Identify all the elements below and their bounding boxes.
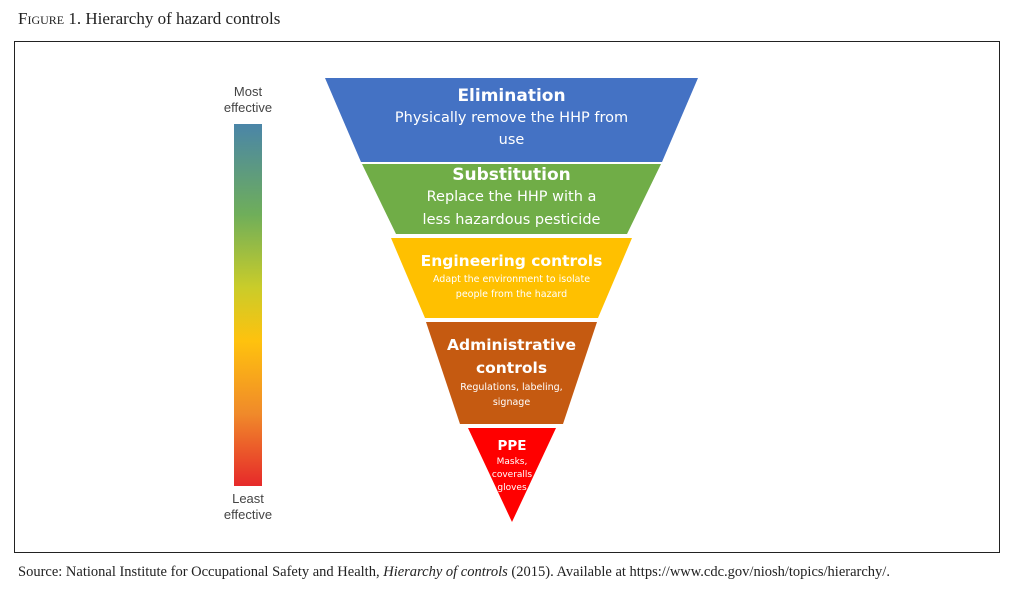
substitution-label: Substitution Replace the HHP with a less… <box>422 165 601 228</box>
ppe-label: PPE Masks, coveralls gloves <box>491 438 533 493</box>
administrative-controls-label: Administrative controls Regulations, lab… <box>447 336 576 408</box>
least-effective-label: Least effective <box>223 491 273 522</box>
most-effective-label: Most effective <box>223 84 273 115</box>
engineering-controls-label: Engineering controls Adapt the environme… <box>420 252 603 300</box>
figure-frame <box>14 41 1000 553</box>
substitution-band <box>362 164 661 234</box>
figure-title: Figure 1. Hierarchy of hazard controls <box>18 9 281 28</box>
source-note: Source: National Institute for Occupatio… <box>18 564 890 580</box>
ppe-band <box>468 428 556 522</box>
effectiveness-gradient-bar <box>234 124 262 486</box>
elimination-label: Elimination Physically remove the HHP fr… <box>394 86 629 148</box>
engineering-controls-band <box>391 238 632 318</box>
elimination-band <box>325 78 698 162</box>
administrative-controls-band <box>426 322 597 424</box>
